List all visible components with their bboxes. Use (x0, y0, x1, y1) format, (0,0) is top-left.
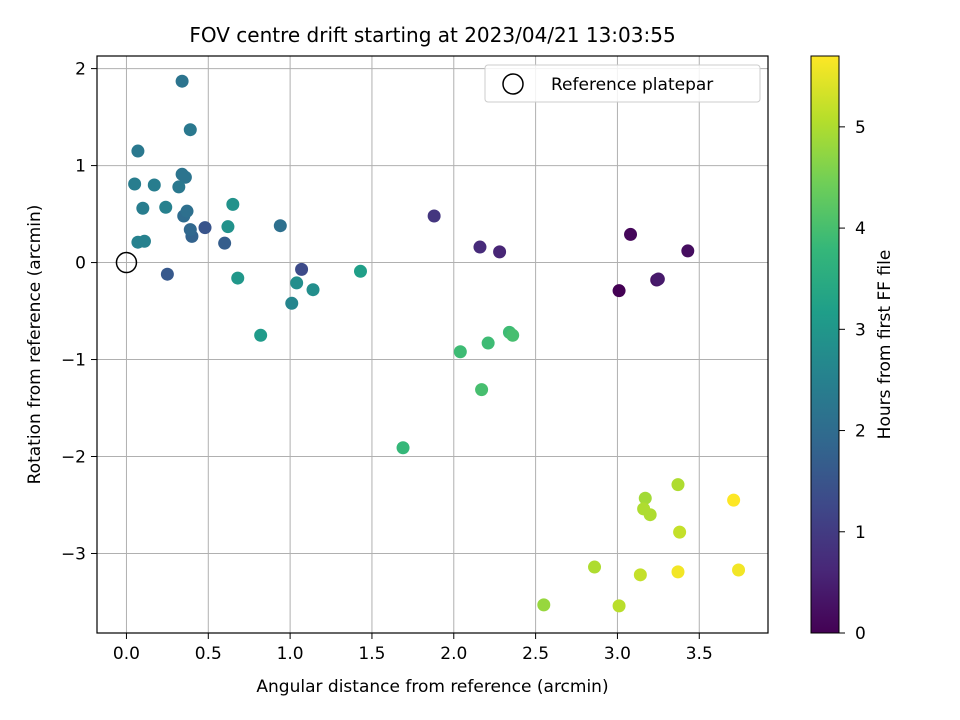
data-point (131, 144, 145, 158)
colorbar: 0 1 2 3 4 5 Hours from first FF file (810, 55, 895, 644)
colorbar-tick-label: 2 (855, 422, 866, 442)
data-point (673, 525, 687, 539)
x-tick-label: 3.0 (604, 644, 631, 664)
data-point (638, 491, 652, 505)
y-tick-label: −3 (61, 544, 86, 564)
data-point (506, 328, 520, 342)
data-point (493, 245, 507, 259)
legend-box (484, 64, 761, 103)
y-tick-label: 0 (75, 254, 86, 274)
data-point (671, 478, 685, 492)
colorbar-ticks: 0 1 2 3 4 5 (839, 118, 866, 644)
data-point (588, 560, 602, 574)
legend-marker (502, 73, 524, 95)
data-point (537, 598, 551, 612)
y-tick-label: −2 (61, 448, 86, 468)
data-point (147, 178, 161, 192)
colorbar-tick-label: 4 (855, 219, 866, 239)
data-point (183, 123, 197, 137)
data-point (727, 493, 741, 507)
x-tick-label: 1.0 (277, 644, 304, 664)
colorbar-tick-label: 3 (855, 320, 866, 340)
data-point (128, 177, 142, 191)
y-axis-label: Rotation from reference (arcmin) (25, 205, 45, 485)
data-point (178, 170, 192, 184)
x-tick-label: 2.5 (522, 644, 549, 664)
data-point (175, 74, 189, 88)
data-point (453, 345, 467, 359)
data-point (159, 200, 173, 214)
data-point (285, 296, 299, 310)
data-point (651, 272, 665, 286)
data-point (231, 271, 245, 285)
data-point (671, 565, 685, 579)
data-points (115, 74, 746, 613)
data-point (254, 328, 268, 342)
y-axis: −3 −2 −1 0 1 2 (61, 60, 97, 564)
data-point (180, 204, 194, 218)
data-point (221, 220, 235, 234)
x-tick-label: 0.0 (113, 644, 140, 664)
data-point (612, 284, 626, 298)
colorbar-tick-label: 0 (855, 624, 866, 644)
data-point (481, 336, 495, 350)
data-point (160, 267, 174, 281)
data-point (427, 209, 441, 223)
x-tick-label: 2.0 (440, 644, 467, 664)
data-point (643, 508, 657, 522)
data-point (295, 262, 309, 276)
legend-label: Reference platepar (551, 75, 713, 95)
data-point (273, 219, 287, 233)
data-point (306, 283, 320, 297)
colorbar-gradient (810, 55, 840, 634)
x-axis-label: Angular distance from reference (arcmin) (256, 677, 608, 697)
y-tick-label: 2 (75, 60, 86, 80)
y-tick-label: −1 (61, 351, 86, 371)
data-point (183, 223, 197, 237)
data-point (172, 180, 186, 194)
legend: Reference platepar (484, 64, 761, 103)
reference-point-marker (115, 251, 138, 274)
y-tick-label: 1 (75, 157, 86, 177)
chart-title: FOV centre drift starting at 2023/04/21 … (189, 23, 675, 47)
data-point (624, 227, 638, 241)
data-point (198, 221, 212, 235)
data-point (290, 276, 304, 290)
x-tick-label: 1.5 (358, 644, 385, 664)
data-point (732, 563, 746, 577)
x-tick-label: 0.5 (195, 644, 222, 664)
grid (97, 56, 768, 633)
data-point (612, 599, 626, 613)
data-point (396, 441, 410, 455)
data-point (475, 383, 489, 397)
data-point (136, 201, 150, 215)
x-tick-label: 3.5 (686, 644, 713, 664)
colorbar-tick-label: 5 (855, 118, 866, 138)
data-point (137, 234, 151, 248)
data-point (473, 240, 487, 254)
x-axis: 0.0 0.5 1.0 1.5 2.0 2.5 3.0 3.5 (113, 633, 713, 664)
plot-frame (96, 55, 769, 634)
data-point (633, 568, 647, 582)
data-point (218, 236, 232, 250)
data-point (353, 264, 367, 278)
data-point (226, 197, 240, 211)
colorbar-label: Hours from first FF file (875, 250, 895, 440)
colorbar-tick-label: 1 (855, 523, 866, 543)
data-point (681, 244, 695, 258)
